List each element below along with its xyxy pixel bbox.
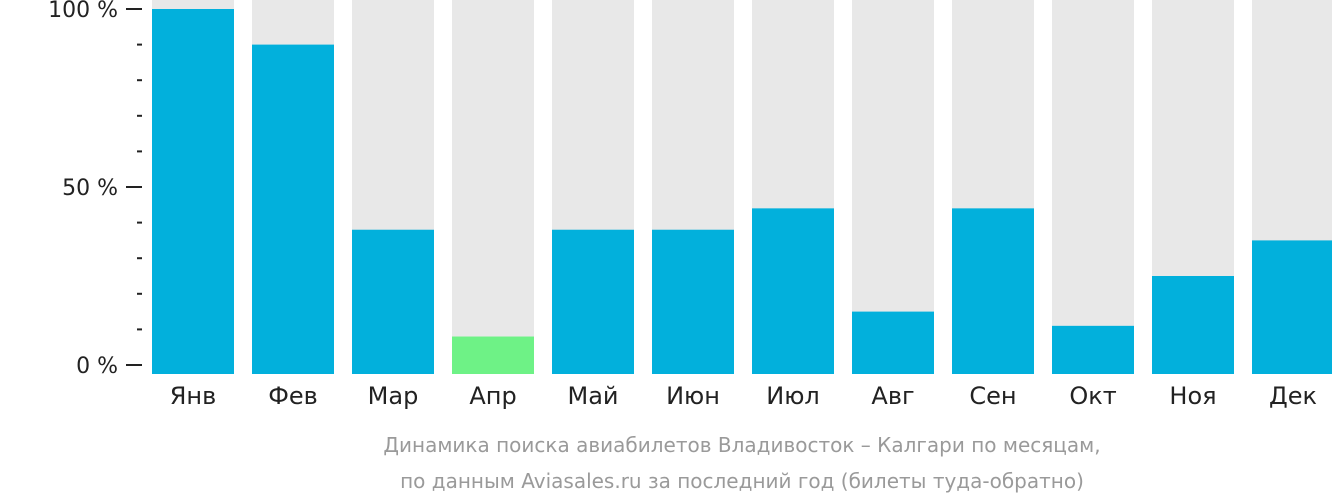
bar-6 [652,229,734,374]
bar-7 [752,208,834,374]
bar-4 [452,336,534,374]
bar-12 [1252,240,1332,374]
x-tick-label: Янв [170,382,217,410]
x-tick-label: Май [567,382,618,410]
bar-5 [552,229,634,374]
bars-group [152,0,1332,374]
x-tick-label: Апр [469,382,516,410]
bar-track [1052,0,1134,374]
bar-9 [952,208,1034,374]
x-tick-label: Фев [268,382,318,410]
bar-11 [1152,276,1234,374]
x-tick-label: Авг [871,382,914,410]
x-tick-label: Ноя [1169,382,1216,410]
x-tick-label: Дек [1269,382,1317,410]
bar-8 [852,311,934,374]
y-tick-label: 0 % [76,354,118,379]
chart-caption-line-1: Динамика поиска авиабилетов Владивосток … [383,433,1100,457]
bar-1 [152,9,234,374]
x-tick-label: Окт [1069,382,1116,410]
bar-2 [252,44,334,374]
x-tick-label: Сен [969,382,1016,410]
y-tick-label: 100 % [48,0,118,23]
y-axis: 100 % 50 % 0 % [48,0,142,379]
chart-caption-line-2: по данным Aviasales.ru за последний год … [400,469,1084,493]
bar-10 [1052,325,1134,374]
x-tick-label: Мар [368,382,419,410]
bar-3 [352,229,434,374]
y-tick-label: 50 % [62,176,118,201]
x-tick-label: Июн [666,382,720,410]
x-axis-labels: Янв Фев Мар Апр Май Июн Июл Авг Сен Окт Ноя Дек [170,382,1317,410]
x-tick-label: Июл [766,382,820,410]
bar-track [452,0,534,374]
